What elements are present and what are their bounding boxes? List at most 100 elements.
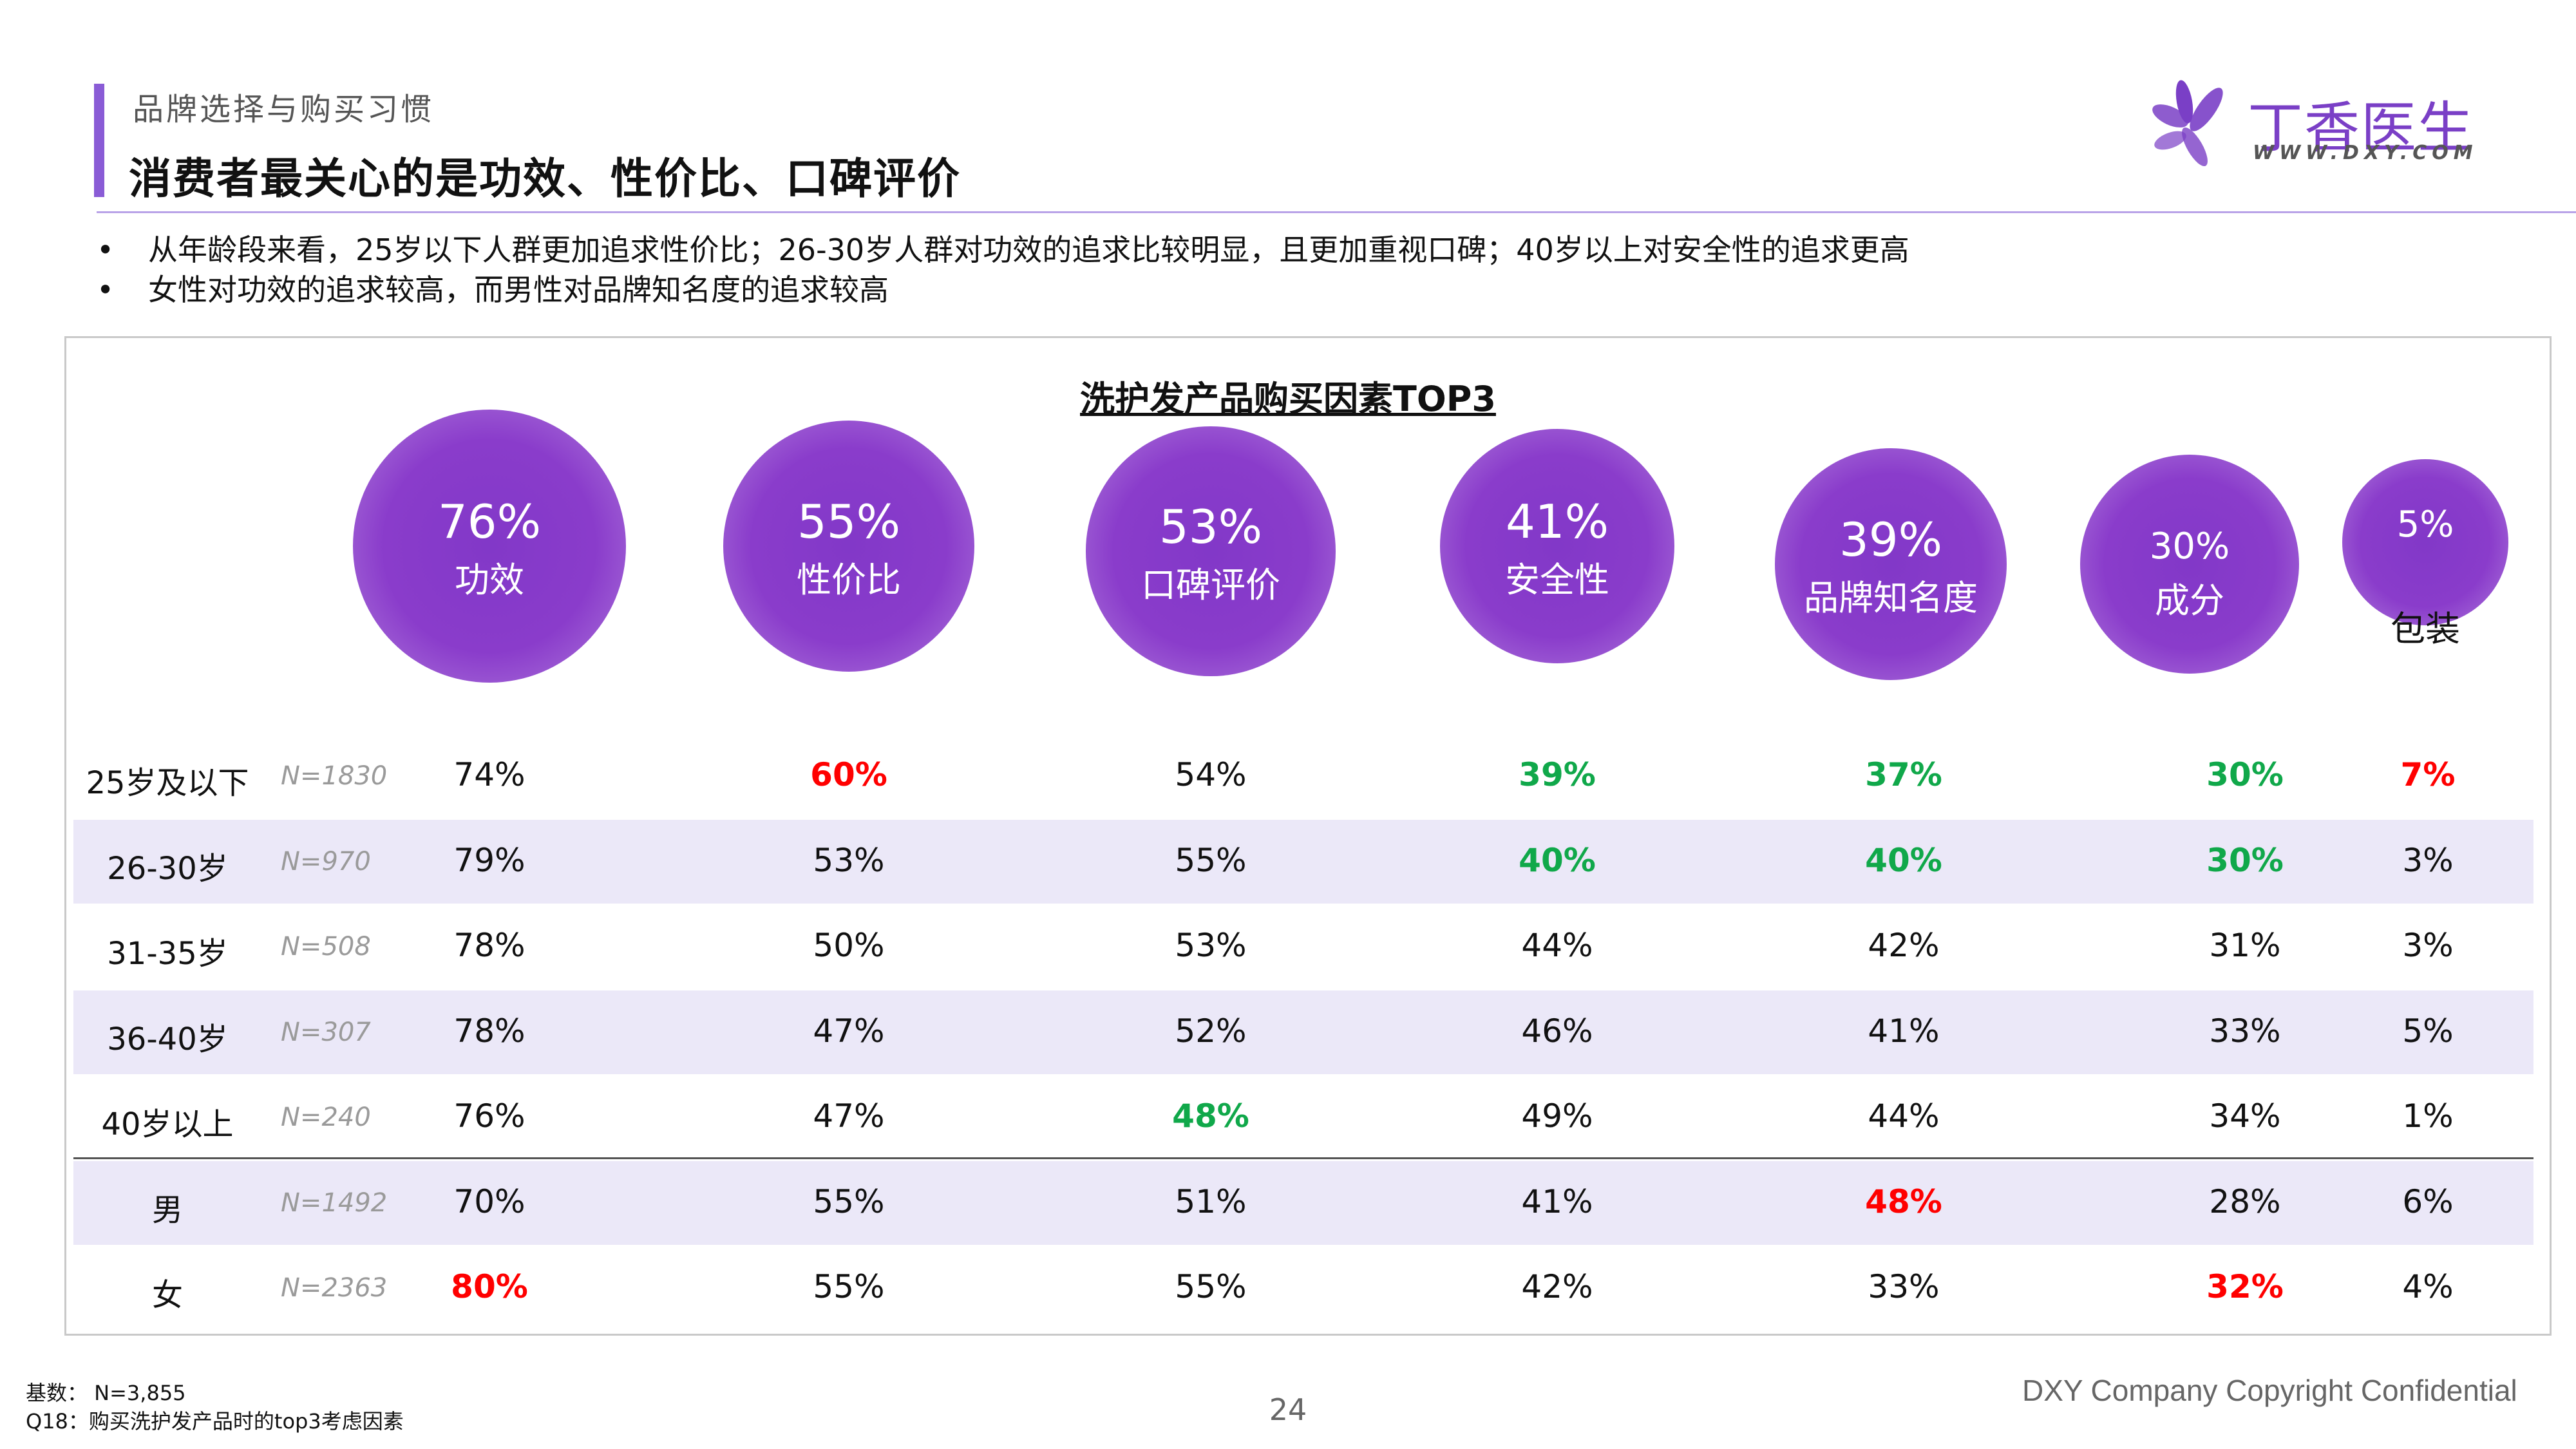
- butterfly-logo-icon: [2152, 80, 2223, 167]
- table-cell: 4%: [2402, 1268, 2454, 1305]
- factor-bubble-label: 口碑评价: [1141, 565, 1280, 605]
- factor-bubble-value: 41%: [1505, 495, 1609, 549]
- bullet-dot-icon: •: [97, 232, 115, 267]
- table-cell: 79%: [453, 841, 526, 879]
- table-cell: 53%: [813, 841, 885, 879]
- table-cell: 39%: [1519, 756, 1596, 793]
- table-cell: 32%: [2206, 1268, 2284, 1305]
- row-sample-size: N=240: [281, 1103, 371, 1132]
- table-cell: 33%: [2209, 1012, 2281, 1050]
- logo-url: WWW.DXY.COM: [2253, 142, 2478, 164]
- table-cell: 74%: [453, 756, 526, 793]
- table-cell: 34%: [2209, 1097, 2281, 1135]
- logo-name: 丁香医生: [2248, 96, 2474, 160]
- bullet-text: 女性对功效的追求较高，而男性对品牌知名度的追求较高: [148, 272, 889, 307]
- table-cell: 50%: [813, 927, 885, 964]
- table-cell: 70%: [453, 1182, 526, 1220]
- factor-bubble: [2342, 459, 2508, 625]
- accent-bar: [94, 84, 104, 197]
- factor-bubble-value: 55%: [797, 495, 901, 549]
- table-cell: 53%: [1175, 927, 1247, 964]
- factor-bubble: [723, 420, 975, 672]
- table-cell: 78%: [453, 1012, 526, 1050]
- factor-bubble-label: 安全性: [1505, 560, 1609, 600]
- bullet-text: 从年龄段来看，25岁以下人群更加追求性价比；26-30岁人群对功效的追求比较明显…: [148, 232, 1909, 267]
- table-cell: 31%: [2209, 927, 2281, 964]
- row-label: 女: [151, 1277, 183, 1313]
- factor-bubble: [1439, 428, 1675, 664]
- row-sample-size: N=508: [281, 932, 371, 961]
- page-number: 24: [1269, 1392, 1307, 1427]
- table-cell: 78%: [453, 927, 526, 964]
- table-cell: 55%: [1175, 841, 1247, 879]
- table-cell: 30%: [2206, 841, 2284, 879]
- row-label: 男: [151, 1191, 183, 1228]
- table-cell: 5%: [2402, 1012, 2454, 1050]
- factor-bubble-value: 76%: [437, 495, 542, 549]
- table-cell: 55%: [813, 1182, 885, 1220]
- question-note: Q18：购买洗护发产品时的top3考虑因素: [26, 1409, 404, 1434]
- section-label: 品牌选择与购买习惯: [133, 91, 435, 128]
- table-cell: 41%: [1868, 1012, 1940, 1050]
- table-cell: 46%: [1521, 1012, 1593, 1050]
- page-title: 消费者最关心的是功效、性价比、口碑评价: [129, 154, 961, 204]
- table-row-band: [73, 990, 2533, 1074]
- table-cell: 49%: [1521, 1097, 1593, 1135]
- table-cell: 54%: [1175, 756, 1247, 793]
- table-cell: 42%: [1521, 1268, 1593, 1305]
- table-row-band: [73, 819, 2533, 904]
- table-cell: 47%: [813, 1012, 885, 1050]
- factor-bubble: [2079, 454, 2300, 674]
- header-divider: [97, 211, 2576, 213]
- row-label: 31-35岁: [107, 936, 228, 972]
- row-label: 25岁及以下: [86, 765, 249, 801]
- table-cell: 60%: [810, 756, 887, 793]
- row-label: 26-30岁: [107, 850, 228, 887]
- table-cell: 55%: [1175, 1268, 1247, 1305]
- table-cell: 44%: [1868, 1097, 1940, 1135]
- table-cell: 37%: [1865, 756, 1942, 793]
- row-sample-size: N=307: [281, 1017, 371, 1047]
- factor-bubble-label: 性价比: [797, 560, 901, 600]
- table-cell: 6%: [2402, 1182, 2454, 1220]
- table-cell: 44%: [1521, 927, 1593, 964]
- row-sample-size: N=1830: [281, 761, 388, 791]
- table-cell: 47%: [813, 1097, 885, 1135]
- factor-bubble: [1086, 426, 1336, 676]
- factor-bubble-label: 包装: [2391, 609, 2460, 649]
- factor-bubble-value: 5%: [2396, 504, 2454, 545]
- factor-bubble: [353, 410, 626, 683]
- table-cell: 1%: [2402, 1097, 2454, 1135]
- factor-bubble-value: 53%: [1159, 500, 1263, 554]
- factor-bubble-value: 39%: [1839, 513, 1943, 567]
- factor-bubble-value: 30%: [2149, 526, 2230, 567]
- row-sample-size: N=970: [281, 846, 371, 876]
- table-cell: 48%: [1172, 1097, 1249, 1135]
- table-row-band: [73, 1160, 2533, 1245]
- row-label: 36-40岁: [107, 1021, 228, 1057]
- table-cell: 3%: [2402, 841, 2454, 879]
- row-label: 40岁以上: [101, 1106, 234, 1142]
- chart-frame: [64, 336, 2552, 1336]
- table-cell: 55%: [813, 1268, 885, 1305]
- row-sample-size: N=1492: [281, 1188, 388, 1218]
- table-cell: 40%: [1865, 841, 1942, 879]
- table-cell: 80%: [451, 1268, 528, 1305]
- table-cell: 41%: [1521, 1182, 1593, 1220]
- bullet-item: • 女性对功效的追求较高，而男性对品牌知名度的追求较高: [97, 267, 889, 309]
- factor-bubble-label: 功效: [455, 560, 524, 600]
- table-cell: 33%: [1868, 1268, 1940, 1305]
- copyright-text: DXY Company Copyright Confidential: [2022, 1374, 2517, 1407]
- table-cell: 30%: [2206, 756, 2284, 793]
- table-cell: 48%: [1865, 1182, 1942, 1220]
- table-cell: 52%: [1175, 1012, 1247, 1050]
- table-cell: 3%: [2402, 927, 2454, 964]
- table-cell: 7%: [2400, 756, 2456, 793]
- factor-bubble: [1774, 448, 2007, 681]
- table-cell: 51%: [1175, 1182, 1247, 1220]
- table-cell: 40%: [1519, 841, 1596, 879]
- bullet-item: • 从年龄段来看，25岁以下人群更加追求性价比；26-30岁人群对功效的追求比较明…: [97, 227, 1909, 269]
- bullet-dot-icon: •: [97, 272, 115, 307]
- table-divider: [73, 1157, 2533, 1159]
- table-cell: 42%: [1868, 927, 1940, 964]
